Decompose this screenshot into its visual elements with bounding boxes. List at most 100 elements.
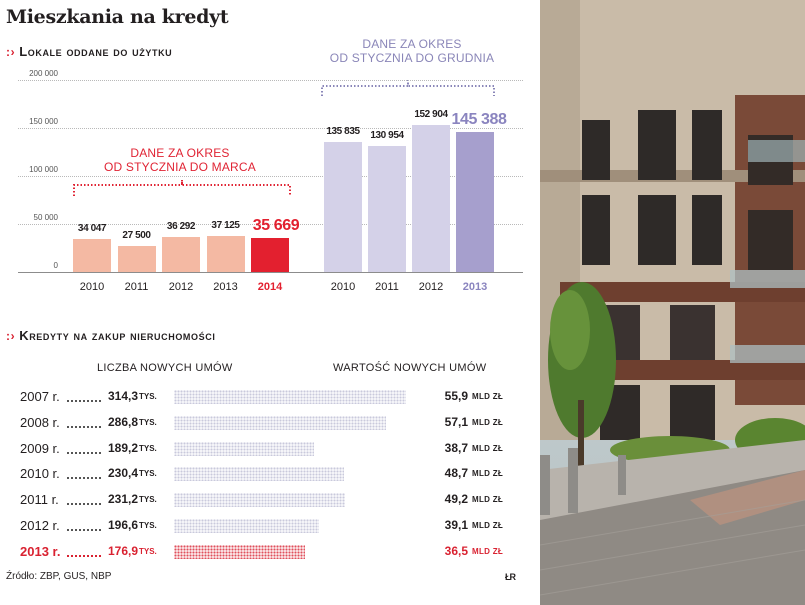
row-year: 2013 r. (20, 543, 61, 559)
row-count-unit: TYS. (139, 392, 157, 401)
author-credit: ŁR (505, 572, 516, 582)
bar-value-label: 36 292 (166, 221, 196, 233)
bar-value-label: 130 954 (370, 130, 404, 142)
row-value-unit: MLD ZŁ (472, 495, 504, 505)
row-value-unit: MLD ZŁ (472, 521, 504, 530)
apartment-building-photo (540, 0, 805, 605)
note-q1-line2: OD STYCZNIA DO MARCA (103, 160, 256, 174)
table-row: 2009 r. 189,2 TYS. 38,7 MLD ZŁ (0, 438, 540, 458)
row-year: 2007 r. (20, 389, 60, 404)
note-full-year: DANE ZA OKRES OD STYCZNIA DO GRUDNIA (312, 37, 512, 65)
bar (117, 245, 156, 272)
row-leader-dots (67, 554, 101, 557)
bracket-q1 (73, 180, 291, 196)
table-row: 2010 r. 230,4 TYS. 48,7 MLD ZŁ (0, 463, 540, 483)
bullet-arrow-icon: :› (6, 45, 16, 59)
row-count-bar (174, 493, 345, 508)
row-count: 286,8 (107, 414, 138, 429)
row-count-bar (174, 415, 386, 430)
x-tick-label: 2010 (79, 281, 105, 293)
row-count-unit: TYS. (139, 443, 157, 453)
baseline (18, 272, 523, 273)
x-tick-label: 2014 (257, 281, 283, 293)
bar-value-label: 27 500 (122, 229, 151, 241)
bar (162, 237, 200, 272)
row-count-unit: TYS. (139, 469, 157, 479)
row-count: 196,6 (107, 518, 138, 532)
row-value: 48,7 (444, 466, 468, 481)
table-row: 2008 r. 286,8 TYS. 57,1 MLD ZŁ (0, 412, 540, 432)
bar (324, 141, 362, 272)
row-value-unit: MLD ZŁ (472, 469, 504, 479)
note-q1: DANE ZA OKRES OD STYCZNIA DO MARCA (80, 146, 280, 174)
building-illustration (540, 0, 805, 605)
gridline (18, 128, 523, 129)
note-full-year-line2: OD STYCZNIA DO GRUDNIA (329, 51, 495, 65)
row-year: 2010 r. (20, 466, 60, 482)
bar-value-label: 145 388 (451, 111, 507, 129)
table-row: 2011 r. 231,2 TYS. 49,2 MLD ZŁ (0, 489, 540, 509)
y-tick-label: 200 000 (29, 69, 58, 78)
table-row: 2007 r. 314,3 TYS. 55,9 MLD ZŁ (0, 386, 540, 406)
row-year: 2012 r. (20, 518, 60, 533)
source-note: Źródło: ZBP, GUS, NBP (6, 571, 112, 582)
bar-value-label: 135 835 (326, 125, 360, 137)
row-count-bar (174, 441, 314, 456)
row-year: 2009 r. (20, 440, 60, 456)
row-leader-dots (67, 425, 101, 428)
y-tick-label: 150 000 (29, 117, 58, 126)
y-tick-label: 50 000 (33, 213, 58, 222)
row-leader-dots (67, 529, 101, 531)
row-leader-dots (67, 451, 101, 454)
x-tick-label: 2012 (168, 281, 194, 293)
row-leader-dots (67, 477, 101, 480)
bar-value-label: 37 125 (211, 220, 240, 232)
infographic: Mieszkania na kredyt :› Lokale oddane do … (0, 6, 540, 582)
bar (251, 237, 289, 272)
table-row: 2013 r. 176,9 TYS. 36,5 MLD ZŁ (0, 541, 540, 561)
row-count-unit: TYS. (139, 546, 157, 556)
bar-value-label: 152 904 (414, 109, 448, 121)
x-tick-label: 2013 (213, 281, 238, 293)
bar (368, 146, 406, 272)
bar (412, 125, 450, 272)
bar (73, 239, 111, 272)
row-leader-dots (67, 503, 101, 506)
row-count: 314,3 (107, 389, 138, 403)
row-count: 189,2 (107, 440, 138, 455)
row-count: 230,4 (107, 466, 138, 481)
bar (206, 236, 245, 272)
section-heading-mortgages: :› Kredyty na zakup nieruchomości (6, 328, 215, 343)
row-count-bar (174, 544, 305, 559)
row-value: 39,1 (444, 518, 468, 532)
row-value: 38,7 (444, 440, 468, 455)
row-value: 57,1 (444, 414, 468, 429)
bracket-full-year (321, 80, 495, 96)
row-year: 2011 r. (20, 492, 59, 508)
section-heading-text: Kredyty na zakup nieruchomości (19, 328, 216, 343)
row-value: 49,2 (444, 492, 468, 507)
bar-value-label: 35 669 (252, 216, 300, 234)
row-count-unit: TYS. (139, 521, 157, 530)
row-value: 55,9 (444, 389, 468, 403)
column-header-count: LICZBA NOWYCH UMÓW (97, 362, 233, 374)
y-tick-label: 100 000 (29, 165, 58, 174)
note-q1-line1: DANE ZA OKRES (130, 146, 230, 160)
row-count: 176,9 (107, 543, 138, 558)
row-count: 231,2 (107, 492, 138, 507)
x-tick-label: 2012 (418, 281, 444, 293)
row-value-unit: MLD ZŁ (472, 443, 504, 453)
section-heading-text: Lokale oddane do użytku (19, 44, 173, 59)
y-tick-label: 0 (53, 261, 58, 270)
gridline (18, 80, 523, 81)
table-row: 2012 r. 196,6 TYS. 39,1 MLD ZŁ (0, 515, 540, 535)
x-tick-label: 2013 (462, 281, 488, 293)
row-year: 2008 r. (20, 414, 60, 430)
bar-value-label: 34 047 (77, 223, 107, 235)
x-tick-label: 2011 (375, 281, 399, 293)
x-tick-label: 2011 (124, 281, 149, 293)
row-count-bar (174, 390, 406, 404)
row-value: 36,5 (444, 543, 468, 558)
gridline (18, 224, 523, 225)
x-tick-label: 2010 (330, 281, 356, 293)
